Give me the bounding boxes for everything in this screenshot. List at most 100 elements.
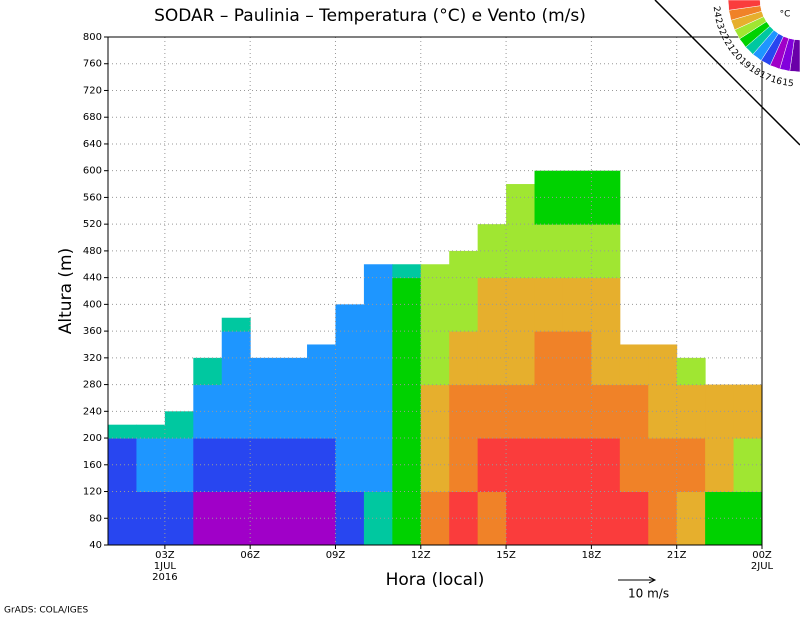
field-cell xyxy=(449,491,479,546)
y-tick-label: 240 xyxy=(83,406,102,417)
credit: GrADS: COLA/IGES xyxy=(4,606,88,616)
y-tick-label: 40 xyxy=(89,540,102,551)
legend-label: 16 xyxy=(769,75,783,88)
y-tick-label: 440 xyxy=(83,273,102,284)
field-cell xyxy=(591,170,621,225)
wind-reference: 10 m/s xyxy=(628,587,669,601)
field-cell xyxy=(562,384,592,439)
field-cell xyxy=(562,277,592,332)
field-cell xyxy=(676,491,706,546)
field-cell xyxy=(307,438,336,493)
legend-label: 17 xyxy=(758,70,773,84)
chart-title: SODAR – Paulinia – Temperatura (°C) e Ve… xyxy=(154,6,586,26)
field-cell xyxy=(676,438,706,493)
field-cell xyxy=(307,344,336,386)
y-tick-label: 280 xyxy=(83,380,102,391)
x-tick-label: 12Z xyxy=(411,550,431,561)
plot-frame xyxy=(107,36,763,546)
field-cell xyxy=(392,264,422,279)
legend-swatch xyxy=(760,33,784,66)
legend-unit: °C xyxy=(780,10,791,20)
y-tick-label: 320 xyxy=(83,353,102,364)
field-cell xyxy=(562,224,592,279)
field-cell xyxy=(449,277,479,332)
legend-label: 15 xyxy=(782,78,795,90)
field-cell xyxy=(705,491,735,546)
y-axis-label: Altura (m) xyxy=(56,248,76,334)
y-tick-label: 160 xyxy=(83,460,102,471)
field-cell xyxy=(164,491,194,546)
x-tick-label: 09Z xyxy=(326,550,346,561)
field-cell xyxy=(136,424,166,439)
field-cell xyxy=(420,277,450,332)
y-tick-label: 640 xyxy=(83,139,102,150)
x-tick-label: 21Z xyxy=(667,550,687,561)
y-tick-label: 120 xyxy=(83,487,102,498)
field-cell xyxy=(591,331,621,386)
legend-border xyxy=(654,0,800,146)
x-tick-label: 18Z xyxy=(582,550,602,561)
field-cell xyxy=(648,344,678,386)
field-cell xyxy=(676,357,706,386)
field-cell xyxy=(705,384,735,439)
field-cell xyxy=(420,491,450,546)
y-tick-label: 400 xyxy=(83,299,102,310)
legend-swatch xyxy=(728,5,762,21)
y-tick-label: 360 xyxy=(83,326,102,337)
field-cell xyxy=(278,357,308,386)
field-cell xyxy=(619,344,649,386)
y-tick-label: 760 xyxy=(83,59,102,70)
y-tick-label: 520 xyxy=(83,219,102,230)
y-tick-label: 200 xyxy=(83,433,102,444)
legend-swatch xyxy=(769,36,790,70)
x-tick-label: 00Z xyxy=(752,550,772,561)
y-tick-label: 480 xyxy=(83,246,102,257)
legend-swatch xyxy=(789,39,800,73)
x-date-label: 2JUL xyxy=(751,561,774,572)
field-cell xyxy=(449,438,479,493)
field-cell xyxy=(705,438,735,493)
field-cell xyxy=(193,357,223,386)
y-tick-label: 80 xyxy=(89,513,102,524)
legend-swatch xyxy=(752,29,779,61)
y-tick-label: 720 xyxy=(83,85,102,96)
field-cell xyxy=(363,264,393,279)
x-date-label: 2016 xyxy=(152,572,177,583)
field-cell xyxy=(420,384,450,439)
legend-label: 24 xyxy=(711,6,723,19)
field-cell xyxy=(591,438,621,493)
field-cell xyxy=(193,491,223,546)
legend-swatch xyxy=(734,16,767,40)
field-cell xyxy=(449,384,479,439)
field-cell xyxy=(108,424,137,439)
field-cell xyxy=(562,438,592,493)
field-cell xyxy=(420,264,450,279)
field-cell xyxy=(676,384,706,439)
legend-swatch xyxy=(779,38,795,72)
field-cell xyxy=(278,384,308,439)
x-axis-label: Hora (local) xyxy=(386,570,485,590)
field-cell xyxy=(562,170,592,225)
wind-reference-arrowhead xyxy=(648,576,657,584)
field-cell xyxy=(591,384,621,439)
field-cell xyxy=(449,250,479,279)
field-cell xyxy=(250,357,280,386)
field-cell xyxy=(307,384,336,439)
field-cell xyxy=(562,331,592,386)
legend-swatch xyxy=(730,10,764,31)
x-tick-label: 06Z xyxy=(240,550,260,561)
field-cell xyxy=(591,224,621,279)
field-cell xyxy=(193,438,223,493)
x-tick-label: 03Z xyxy=(155,550,175,561)
legend-label: 23 xyxy=(713,17,726,31)
legend-swatch xyxy=(745,25,775,55)
field-cell xyxy=(307,491,336,546)
legend-swatch xyxy=(727,0,761,11)
field-cell xyxy=(506,184,536,225)
field-cell xyxy=(591,277,621,332)
field-cell xyxy=(278,491,308,546)
field-cell xyxy=(193,384,223,439)
field-cell xyxy=(221,317,251,332)
legend-label: 22 xyxy=(716,28,730,43)
